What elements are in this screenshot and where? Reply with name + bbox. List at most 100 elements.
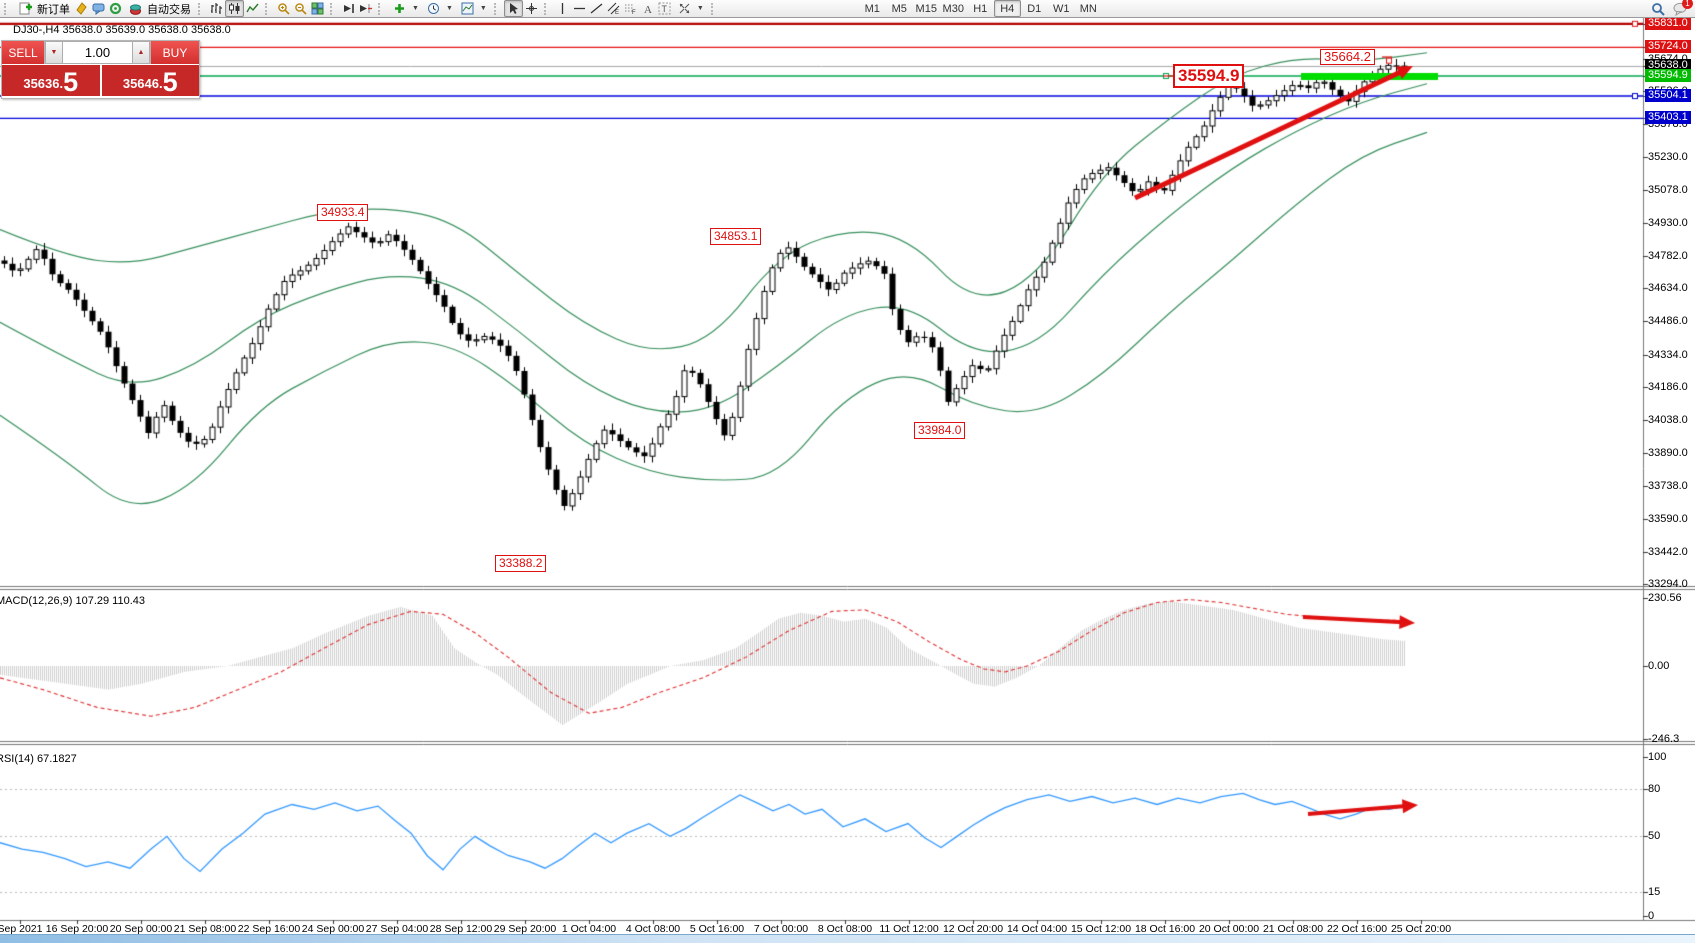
svg-text:E: E	[615, 10, 619, 15]
date-label: 12 Oct 20:00	[942, 923, 1004, 935]
toolbar-grip	[378, 2, 385, 15]
price-tag[interactable]: 34933.4	[317, 204, 369, 221]
price-tick: 33738.0	[1648, 480, 1688, 493]
chart-info-line: DJ30-,H4 35638.0 35639.0 35638.0 35638.0	[13, 24, 231, 36]
rsi-indicator-label: RSI(14) 67.1827	[0, 753, 77, 765]
timeframe-D1[interactable]: D1	[1027, 2, 1042, 15]
template-chart-icon	[459, 1, 476, 16]
price-tick: 34486.0	[1648, 315, 1688, 328]
text-icon[interactable]: A	[639, 1, 656, 16]
toolbar-grip	[4, 2, 11, 15]
price-tag[interactable]: 34853.1	[710, 228, 762, 245]
timeframe-toolbar: M1 M5 M15 M30 H1 H4 D1 W1 MN	[859, 0, 1102, 17]
date-label: 22 Sep 16:00	[237, 923, 301, 935]
price-tag[interactable]: 35664.2	[1320, 49, 1375, 65]
toolbar-grip	[198, 2, 205, 15]
price-tag[interactable]: 35594.9	[1173, 64, 1245, 88]
timeframe-M1[interactable]: M1	[864, 2, 880, 15]
bar-chart-icon[interactable]	[208, 1, 225, 16]
comments-icon[interactable]: 1	[1672, 0, 1693, 16]
add-indicator-button[interactable]: ▼	[388, 1, 422, 16]
auto-scroll-icon[interactable]	[340, 1, 357, 16]
chart-shift-icon[interactable]	[357, 1, 374, 16]
price-level-label: 35831.0	[1645, 16, 1691, 30]
new-order-label: 新订单	[37, 3, 70, 16]
svg-text:F: F	[632, 10, 636, 15]
date-label: 16 Sep 20:00	[45, 923, 109, 935]
signals-icon[interactable]	[107, 1, 124, 16]
tile-windows-icon[interactable]	[309, 1, 326, 16]
volume-decrease-button[interactable]: ▼	[45, 41, 63, 64]
timeframe-W1[interactable]: W1	[1053, 2, 1070, 15]
date-label: 29 Sep 20:00	[493, 923, 557, 935]
autotrading-icon	[127, 1, 144, 16]
equidistant-channel-icon[interactable]: E	[605, 1, 622, 16]
vertical-line-icon[interactable]	[554, 1, 571, 16]
periods-button[interactable]: ▼	[422, 1, 456, 16]
toolbar-grip	[493, 2, 501, 15]
templates-button[interactable]: ▼	[456, 1, 490, 16]
cursor-icon[interactable]	[503, 0, 523, 17]
chat-icon[interactable]	[90, 1, 107, 16]
date-label: 21 Oct 08:00	[1262, 923, 1324, 935]
date-label: 4 Oct 08:00	[625, 923, 681, 935]
toolbar-grip	[710, 2, 718, 15]
timeframe-H4[interactable]: H4	[993, 0, 1021, 17]
buy-price-big-digit: 5	[162, 67, 178, 97]
text-label-icon[interactable]: T	[656, 1, 673, 16]
timeframe-M5[interactable]: M5	[891, 2, 907, 15]
styler-icon[interactable]	[73, 1, 90, 16]
add-indicator-icon	[391, 1, 408, 16]
candlestick-chart-icon[interactable]	[225, 0, 244, 17]
line-chart-icon[interactable]	[244, 1, 261, 16]
date-label: 7 Oct 00:00	[753, 923, 809, 935]
svg-text:A: A	[644, 4, 652, 15]
timeframe-H1[interactable]: H1	[973, 2, 988, 15]
chevron-down-icon: ▼	[412, 5, 419, 12]
volume-increase-button[interactable]: ▲	[132, 41, 150, 64]
search-icon[interactable]	[1649, 1, 1666, 16]
macd-tick: 230.56	[1648, 591, 1682, 604]
horizontal-scrollbar[interactable]	[0, 934, 1695, 943]
sell-button[interactable]: SELL	[2, 41, 45, 64]
trendline-icon[interactable]	[588, 1, 605, 16]
date-label: 20 Oct 00:00	[1198, 923, 1260, 935]
timeframe-MN[interactable]: MN	[1079, 2, 1097, 15]
autotrading-button[interactable]: 自动交易	[124, 1, 194, 16]
price-tick: 34634.0	[1648, 282, 1688, 295]
horizontal-line-icon[interactable]	[571, 1, 588, 16]
price-tag[interactable]: 33984.0	[914, 422, 966, 439]
volume-input[interactable]	[63, 41, 132, 64]
zoom-in-icon[interactable]	[275, 1, 292, 16]
timeframe-M30[interactable]: M30	[942, 2, 964, 15]
price-tick: 33590.0	[1648, 513, 1688, 526]
zoom-out-icon[interactable]	[292, 1, 309, 16]
main-toolbar: 新订单 自动交易 ▼ ▼ ▼ E F A T ▼ M1 M5 M15 M30 H1 H4 D…	[0, 0, 1695, 18]
new-order-icon	[17, 1, 34, 16]
rsi-tick: 50	[1648, 830, 1661, 843]
rsi-tick: 100	[1648, 750, 1667, 763]
notification-badge: 1	[1682, 0, 1693, 9]
rsi-tick: 15	[1648, 886, 1661, 899]
fibonacci-icon[interactable]: F	[622, 1, 639, 16]
date-label: 15 Oct 12:00	[1070, 923, 1132, 935]
buy-price[interactable]: 35646. 5	[101, 65, 199, 97]
timeframe-M15[interactable]: M15	[915, 2, 937, 15]
date-label: 14 Oct 04:00	[1006, 923, 1068, 935]
price-tag[interactable]: 33388.2	[495, 555, 547, 572]
sell-price-prefix: 35636.	[23, 76, 64, 91]
chevron-down-icon: ▼	[445, 5, 453, 12]
date-label: 5 Oct 16:00	[689, 923, 745, 935]
date-label: 20 Sep 00:00	[109, 923, 173, 935]
buy-price-prefix: 35646.	[122, 76, 163, 91]
price-tick: 34038.0	[1648, 414, 1688, 427]
sell-price[interactable]: 35636. 5	[2, 65, 100, 96]
new-order-button[interactable]: 新订单	[14, 1, 73, 16]
arrow-objects-button[interactable]: ▼	[673, 1, 707, 16]
price-level-label: 35504.1	[1645, 89, 1691, 103]
date-label: 22 Oct 16:00	[1326, 923, 1388, 935]
buy-button[interactable]: BUY	[150, 41, 199, 64]
crosshair-icon[interactable]	[523, 1, 540, 16]
price-level-label: 35724.0	[1645, 40, 1691, 54]
